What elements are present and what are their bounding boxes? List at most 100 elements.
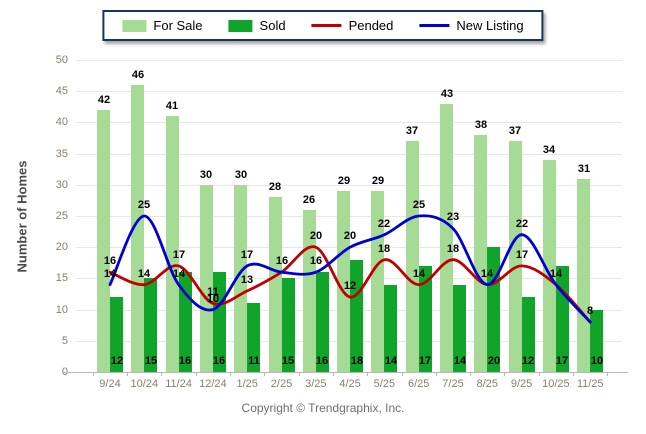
for-sale-bar [543, 160, 556, 372]
x-axis-tickmark [607, 372, 608, 376]
sold-bar [487, 247, 500, 372]
new-listing-value-label: 22 [515, 218, 529, 230]
x-axis-tick-label: 2/25 [270, 378, 293, 390]
x-axis-tick-label: 1/25 [236, 378, 258, 390]
sold-swatch-icon [228, 19, 253, 32]
for-sale-swatch-icon [122, 19, 147, 32]
pended-value-label: 14 [549, 268, 563, 280]
x-axis-tick-label: 10/24 [130, 378, 159, 390]
chart-legend: For Sale Sold Pended New Listing [102, 10, 544, 41]
pended-value-label: 17 [515, 249, 529, 261]
x-axis-tick-label: 10/25 [542, 378, 570, 390]
new-listing-value-label: 17 [240, 249, 254, 261]
pended-line-swatch-icon [311, 24, 342, 27]
sold-value-label: 16 [178, 355, 192, 367]
pended-value-label: 18 [377, 243, 391, 255]
pended-value-label: 13 [240, 274, 254, 286]
x-axis-line [62, 372, 628, 373]
pended-value-label: 14 [480, 268, 494, 280]
for-sale-value-label: 34 [542, 144, 556, 156]
y-axis-tick-label: 10 [55, 304, 68, 316]
sold-value-label: 16 [315, 355, 329, 367]
sold-value-label: 17 [555, 355, 569, 367]
new-listing-line-swatch-icon [419, 24, 450, 27]
x-axis-tickmark [127, 372, 128, 376]
y-axis-tick-label: 45 [55, 85, 68, 97]
y-axis-tick-label: 20 [55, 241, 68, 253]
pended-value-label: 18 [446, 243, 460, 255]
legend-label: Pended [348, 18, 394, 33]
x-axis-tickmark [436, 372, 437, 376]
pended-value-label: 12 [343, 280, 357, 292]
for-sale-bar [166, 116, 179, 372]
new-listing-value-label: 14 [103, 268, 117, 280]
pended-value-label: 14 [137, 268, 151, 280]
for-sale-value-label: 26 [302, 194, 316, 206]
x-axis-tickmark [470, 372, 471, 376]
sold-value-label: 10 [590, 355, 604, 367]
legend-item-for-sale: For Sale [122, 18, 203, 33]
pended-value-label: 16 [103, 255, 117, 267]
for-sale-bar [200, 185, 213, 372]
for-sale-value-label: 31 [577, 163, 591, 175]
x-axis-tickmark [264, 372, 265, 376]
for-sale-value-label: 43 [440, 88, 454, 100]
for-sale-bar [269, 197, 282, 372]
x-axis-tick-label: 9/25 [510, 378, 533, 390]
x-axis-tick-label: 4/25 [339, 378, 361, 390]
for-sale-bar [406, 141, 419, 372]
legend-item-new-listing: New Listing [419, 18, 524, 33]
for-sale-bar [97, 110, 110, 372]
y-axis-tick-label: 5 [61, 335, 68, 347]
for-sale-value-label: 29 [371, 175, 385, 187]
x-axis-tickmark [230, 372, 231, 376]
x-axis-tickmark [367, 372, 368, 376]
x-axis-tick-label: 9/24 [99, 378, 121, 390]
gridline [76, 185, 622, 186]
sold-value-label: 18 [350, 355, 364, 367]
for-sale-value-label: 42 [97, 94, 111, 106]
sold-value-label: 12 [521, 355, 535, 367]
x-axis-tickmark [333, 372, 334, 376]
legend-label: New Listing [456, 18, 524, 33]
y-axis-tick-label: 15 [55, 272, 68, 284]
new-listing-value-label: 25 [137, 199, 151, 211]
sold-bar [590, 310, 603, 372]
for-sale-bar [577, 179, 590, 372]
sold-value-label: 15 [281, 355, 295, 367]
for-sale-value-label: 37 [405, 125, 419, 137]
x-axis-tickmark [402, 372, 403, 376]
x-axis-tick-label: 6/25 [407, 378, 430, 390]
for-sale-value-label: 41 [165, 100, 179, 112]
for-sale-value-label: 30 [199, 169, 213, 181]
gridline [76, 91, 622, 92]
y-axis-title: Number of Homes [14, 160, 30, 273]
new-listing-value-label: 23 [446, 211, 460, 223]
y-axis-tick-label: 40 [55, 116, 68, 128]
legend-item-sold: Sold [228, 18, 286, 33]
for-sale-value-label: 29 [337, 175, 351, 187]
for-sale-value-label: 46 [131, 69, 145, 81]
x-axis-tickmark [299, 372, 300, 376]
x-axis-tickmark [196, 372, 197, 376]
new-listing-value-label: 14 [172, 268, 186, 280]
for-sale-bar [440, 104, 453, 372]
y-axis-tick-label: 50 [55, 54, 68, 66]
for-sale-value-label: 38 [474, 119, 488, 131]
pended-value-label: 16 [275, 255, 289, 267]
for-sale-value-label: 28 [268, 181, 282, 193]
x-axis-tickmark [573, 372, 574, 376]
for-sale-bar [131, 85, 144, 372]
y-axis-tick-label: 35 [55, 148, 68, 160]
x-axis-tick-label: 11/24 [165, 378, 192, 390]
new-listing-value-label: 16 [309, 255, 323, 267]
x-axis-tick-label: 3/25 [305, 378, 327, 390]
sold-value-label: 14 [384, 355, 398, 367]
for-sale-bar [474, 135, 487, 372]
x-axis-tick-label: 5/25 [373, 378, 396, 390]
copyright-text: Copyright © Trendgraphix, Inc. [241, 401, 405, 415]
gridline [76, 60, 622, 61]
sold-value-label: 12 [110, 355, 124, 367]
legend-item-pended: Pended [311, 18, 394, 33]
